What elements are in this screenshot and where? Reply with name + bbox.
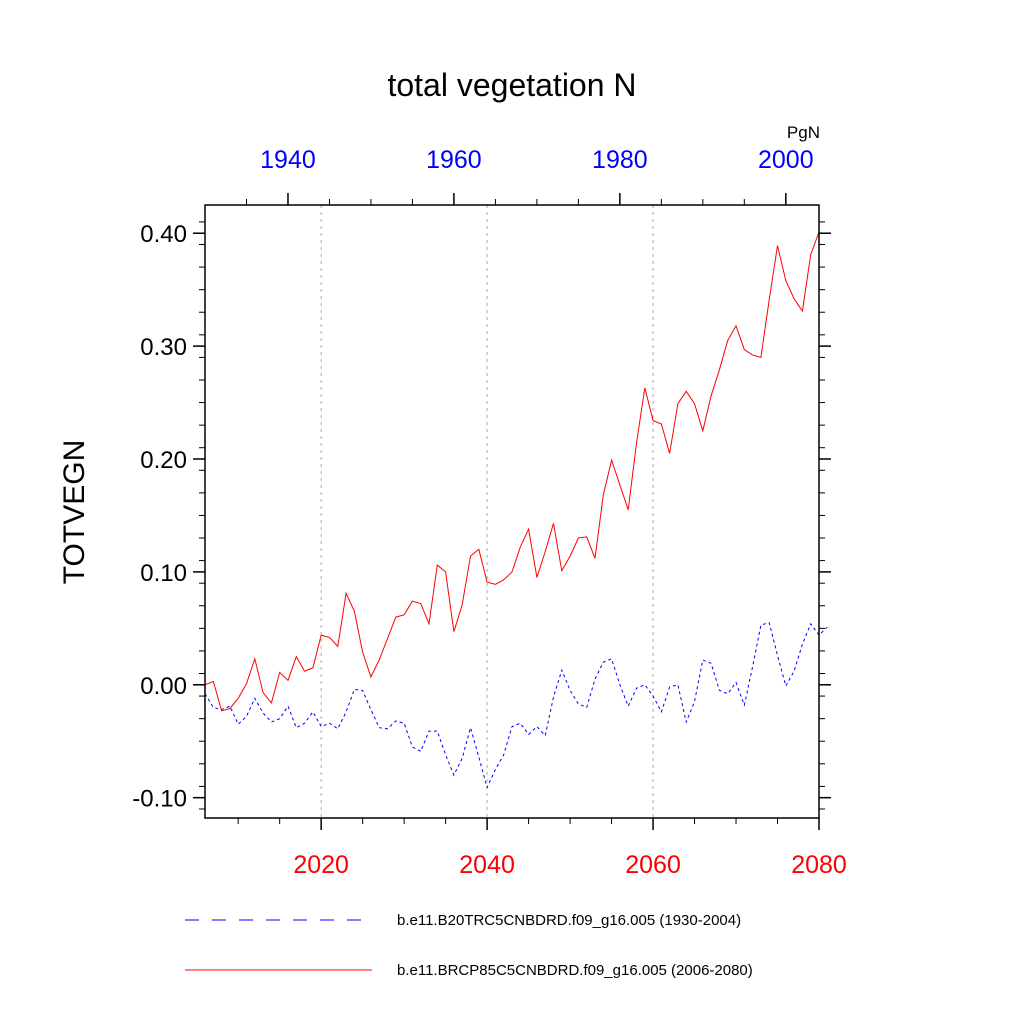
y-tick-label: 0.20 [140, 447, 187, 474]
plot-frame [204, 204, 820, 819]
series-line-rcp85 [204, 231, 820, 712]
y-axis-label: TOTVEGN [58, 440, 91, 584]
legend-label-historical: b.e11.B20TRC5CNBDRD.f09_g16.005 (1930-20… [397, 912, 741, 929]
x-top-tick-label: 1940 [260, 146, 316, 174]
y-tick-label: 0.00 [140, 673, 187, 700]
x-bottom-tick-label: 2020 [293, 851, 349, 879]
x-bottom-tick-label: 2060 [625, 851, 681, 879]
y-tick-label: 0.10 [140, 560, 187, 587]
gridlines [320, 205, 654, 818]
series-layer [204, 231, 828, 789]
axes: -0.10 0.00 0.10 0.20 0.30 0.40 2020 2040 2060 208… [132, 146, 847, 879]
units-label: PgN [787, 123, 820, 142]
y-tick-label: 0.40 [140, 221, 187, 248]
x-bottom-tick-label: 2040 [459, 851, 515, 879]
x-top-tick-label: 2000 [758, 146, 814, 174]
legend-label-rcp85: b.e11.BRCP85C5CNBDRD.f09_g16.005 (2006-2… [397, 962, 753, 979]
y-tick-label: -0.10 [132, 786, 187, 813]
x-top-tick-label: 1960 [426, 146, 482, 174]
legend: b.e11.B20TRC5CNBDRD.f09_g16.005 (1930-20… [185, 912, 753, 979]
y-tick-label: 0.30 [140, 334, 187, 361]
series-line-historical [204, 622, 828, 789]
chart-title: total vegetation N [387, 67, 636, 103]
x-bottom-tick-label: 2080 [791, 851, 847, 879]
x-top-tick-label: 1980 [592, 146, 648, 174]
